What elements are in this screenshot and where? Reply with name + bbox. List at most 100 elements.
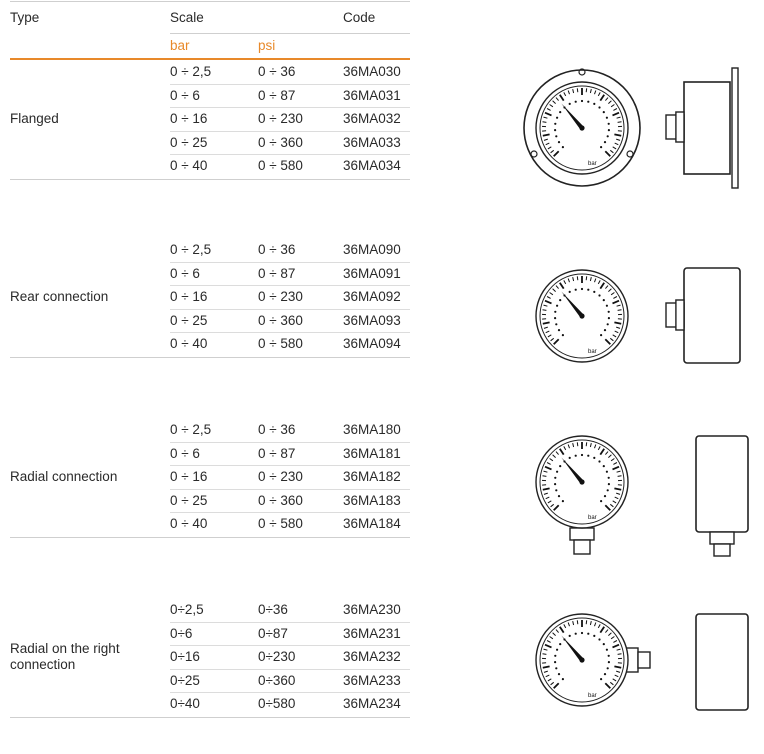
row-divider: [170, 621, 410, 623]
cell-psi: 0 ÷ 580: [258, 336, 303, 351]
group-bottom-rule: [10, 536, 410, 538]
cell-bar: 0 ÷ 40: [170, 158, 208, 173]
header-divider: [170, 33, 410, 34]
cell-bar: 0÷25: [170, 672, 200, 688]
cell-psi: 0 ÷ 360: [258, 312, 303, 328]
group-bottom-rule: [10, 356, 410, 358]
table-row: 0 ÷ 6 0 ÷ 87 36MA091: [170, 262, 410, 285]
cell-bar: 0 ÷ 25: [170, 134, 208, 150]
cell-bar: 0 ÷ 16: [170, 289, 208, 304]
gauge-drawing: bar: [535, 613, 749, 711]
table-row: 0 ÷ 2,5 0 ÷ 36 36MA180: [170, 418, 410, 441]
cell-code: 36MA091: [343, 265, 401, 281]
table-row: 0 ÷ 16 0 ÷ 230 36MA182: [170, 465, 410, 488]
row-divider: [170, 308, 410, 310]
dial-unit-label: bar: [588, 515, 597, 521]
group-type-label: Radial connection: [10, 468, 118, 484]
cell-psi: 0 ÷ 580: [258, 158, 303, 173]
cell-psi: 0÷36: [258, 602, 288, 617]
cell-psi: 0 ÷ 230: [258, 111, 303, 126]
cell-code: 36MA182: [343, 469, 401, 484]
cell-code: 36MA094: [343, 336, 401, 351]
cell-bar: 0 ÷ 2,5: [170, 242, 212, 257]
cell-code: 36MA093: [343, 312, 401, 328]
cell-bar: 0 ÷ 6: [170, 445, 200, 461]
cell-code: 36MA233: [343, 672, 401, 688]
group-bottom-rule: [10, 178, 410, 180]
cell-psi: 0 ÷ 36: [258, 422, 296, 437]
row-divider: [170, 465, 410, 466]
table-row: 0 ÷ 16 0 ÷ 230 36MA032: [170, 107, 410, 130]
cell-bar: 0 ÷ 6: [170, 87, 200, 103]
cell-psi: 0 ÷ 360: [258, 134, 303, 150]
cell-psi: 0÷230: [258, 649, 296, 664]
table-header: Type Scale Code bar psi: [10, 0, 410, 60]
table-row: 0÷25 0÷360 36MA233: [170, 669, 410, 692]
cell-bar: 0÷2,5: [170, 602, 204, 617]
top-rule: [10, 1, 410, 2]
row-divider: [170, 261, 410, 263]
row-divider: [170, 441, 410, 443]
group-type-label: Rear connection: [10, 288, 109, 304]
table-row: 0 ÷ 25 0 ÷ 360 36MA033: [170, 131, 410, 154]
cell-psi: 0÷580: [258, 696, 296, 711]
cell-bar: 0 ÷ 25: [170, 312, 208, 328]
cell-psi: 0÷87: [258, 625, 288, 641]
cell-bar: 0 ÷ 6: [170, 265, 200, 281]
cell-psi: 0÷360: [258, 672, 296, 688]
cell-bar: 0 ÷ 25: [170, 492, 208, 508]
cell-code: 36MA183: [343, 492, 401, 508]
table-row: 0 ÷ 16 0 ÷ 230 36MA092: [170, 285, 410, 308]
rear-connection-gauge-figure: bar: [500, 260, 760, 370]
row-divider: [170, 130, 410, 132]
row-divider: [170, 107, 410, 108]
cell-code: 36MA031: [343, 87, 401, 103]
row-divider: [170, 645, 410, 646]
cell-bar: 0 ÷ 2,5: [170, 422, 212, 437]
header-unit-psi: psi: [258, 38, 276, 53]
group-type-label: Radial on the right connection: [10, 640, 120, 672]
header-code: Code: [343, 10, 376, 25]
cell-bar: 0 ÷ 40: [170, 516, 208, 531]
cell-code: 36MA181: [343, 445, 401, 461]
cell-bar: 0 ÷ 16: [170, 111, 208, 126]
dial-unit-label: bar: [588, 693, 597, 699]
row-divider: [170, 512, 410, 513]
dial-unit-label: bar: [588, 349, 597, 355]
cell-code: 36MA180: [343, 422, 401, 437]
cell-code: 36MA030: [343, 64, 401, 79]
group-type-label: Flanged: [10, 110, 59, 126]
row-divider: [170, 285, 410, 286]
table-row: 0 ÷ 2,5 0 ÷ 36 36MA090: [170, 238, 410, 261]
flanged-gauge-figure: bar: [500, 62, 760, 192]
cell-code: 36MA033: [343, 134, 401, 150]
cell-psi: 0 ÷ 580: [258, 516, 303, 531]
gauge-drawing: bar: [535, 267, 741, 364]
cell-code: 36MA232: [343, 649, 401, 664]
cell-code: 36MA231: [343, 625, 401, 641]
cell-code: 36MA234: [343, 696, 401, 711]
cell-psi: 0 ÷ 87: [258, 265, 296, 281]
table-row: 0 ÷ 6 0 ÷ 87 36MA031: [170, 84, 410, 107]
gauge-drawing: bar: [523, 67, 739, 189]
row-divider: [170, 154, 410, 155]
cell-code: 36MA230: [343, 602, 401, 617]
cell-bar: 0÷16: [170, 649, 200, 664]
radial-right-connection-gauge-figure: bar: [500, 612, 760, 732]
cell-code: 36MA032: [343, 111, 401, 126]
table-row: 0 ÷ 25 0 ÷ 360 36MA183: [170, 489, 410, 512]
cell-psi: 0 ÷ 87: [258, 445, 296, 461]
cell-bar: 0÷40: [170, 696, 200, 711]
cell-bar: 0 ÷ 2,5: [170, 64, 212, 79]
radial-connection-gauge-figure: bar: [500, 434, 760, 584]
cell-bar: 0 ÷ 16: [170, 469, 208, 484]
row-divider: [170, 83, 410, 85]
table-row: 0÷2,5 0÷36 36MA230: [170, 598, 410, 621]
cell-bar: 0 ÷ 40: [170, 336, 208, 351]
table-row: 0 ÷ 40 0 ÷ 580 36MA094: [170, 332, 410, 355]
cell-psi: 0 ÷ 36: [258, 242, 296, 257]
cell-bar: 0÷6: [170, 625, 193, 641]
cell-code: 36MA184: [343, 516, 401, 531]
cell-psi: 0 ÷ 87: [258, 87, 296, 103]
row-divider: [170, 332, 410, 333]
